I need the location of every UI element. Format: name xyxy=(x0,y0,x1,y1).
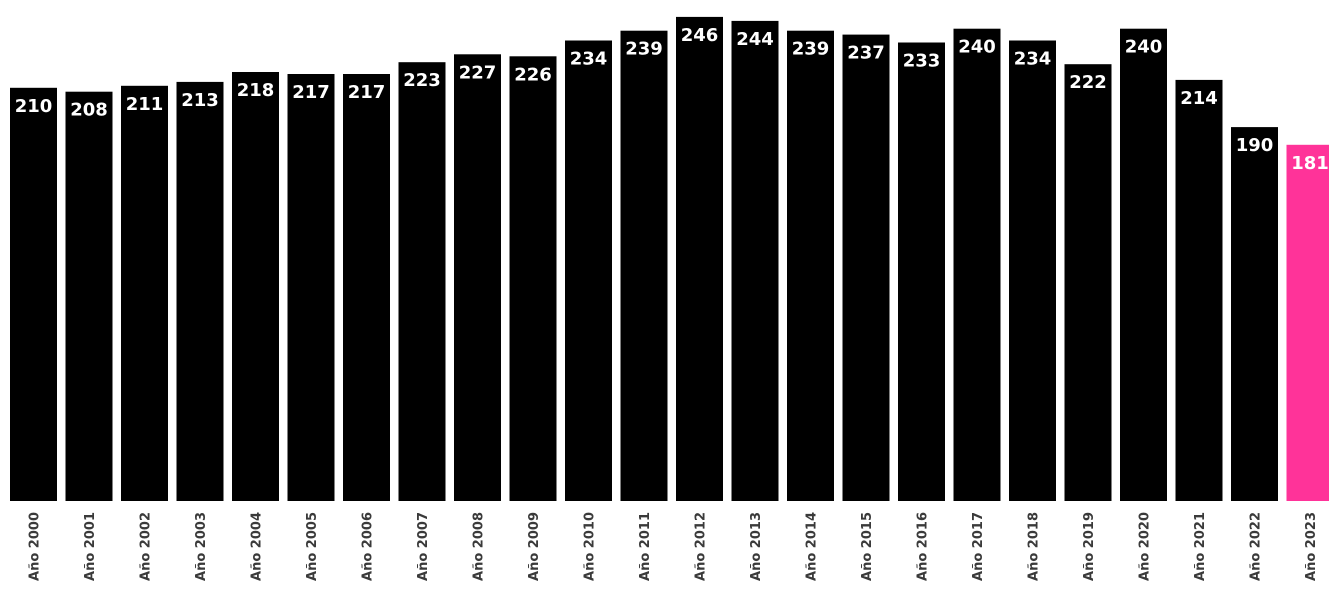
value-label: 233 xyxy=(903,51,941,72)
value-label: 211 xyxy=(126,94,164,115)
x-tick-label: Año 2013 xyxy=(749,512,764,581)
value-label: 210 xyxy=(15,96,53,117)
bar-año-2018 xyxy=(1009,40,1056,501)
value-label: 214 xyxy=(1180,88,1218,109)
bar-año-2020 xyxy=(1120,28,1167,501)
x-tick-label: Año 2020 xyxy=(1138,512,1153,581)
bar-año-2019 xyxy=(1064,64,1112,501)
x-tick-label: Año 2001 xyxy=(83,512,98,581)
value-label: 227 xyxy=(459,62,497,83)
value-label: 181 xyxy=(1291,153,1329,174)
x-tick-label: Año 2010 xyxy=(583,512,598,581)
bar-año-2008 xyxy=(454,54,501,502)
x-tick-label: Año 2016 xyxy=(916,512,931,581)
value-label: 239 xyxy=(792,39,830,60)
bar-año-2002 xyxy=(121,85,168,502)
x-tick-label: Año 2000 xyxy=(28,512,43,581)
value-label: 240 xyxy=(958,37,996,58)
value-label: 218 xyxy=(237,80,275,101)
x-tick-label: Año 2006 xyxy=(361,512,376,581)
value-label: 213 xyxy=(181,90,219,111)
x-tick-label: Año 2004 xyxy=(250,512,265,581)
value-label: 240 xyxy=(1125,37,1163,58)
x-tick-label: Año 2007 xyxy=(416,512,431,581)
value-label: 244 xyxy=(736,29,774,50)
bar-año-2006 xyxy=(343,74,390,501)
x-tick-label: Año 2002 xyxy=(139,512,154,581)
bar-año-2022 xyxy=(1231,127,1278,501)
x-tick-label: Año 2017 xyxy=(971,512,986,581)
bar-año-2023 xyxy=(1286,144,1329,502)
bar-año-2017 xyxy=(953,28,1001,501)
x-tick-label: Año 2015 xyxy=(860,512,875,581)
bar-año-2021 xyxy=(1175,79,1223,502)
x-tick-label: Año 2005 xyxy=(305,512,320,581)
value-label: 226 xyxy=(514,64,552,85)
bar-año-2005 xyxy=(287,74,335,501)
value-label: 246 xyxy=(681,25,719,46)
bar-año-2001 xyxy=(65,91,113,501)
x-tick-label: Año 2022 xyxy=(1249,512,1264,581)
value-label: 234 xyxy=(1014,49,1052,70)
bar-año-2007 xyxy=(398,62,446,501)
x-tick-label: Año 2009 xyxy=(527,512,542,581)
value-label: 234 xyxy=(570,49,608,70)
x-tick-label: Año 2018 xyxy=(1027,512,1042,581)
value-label: 223 xyxy=(403,70,441,91)
value-label: 190 xyxy=(1236,135,1274,156)
x-tick-labels-group: Año 2000 Año 2001 Año 2002 Año 2003 Año 2004… xyxy=(28,512,1320,581)
bar-año-2004 xyxy=(232,72,279,501)
value-label: 208 xyxy=(70,100,108,121)
bar-año-2016 xyxy=(898,42,945,501)
x-tick-label: Año 2014 xyxy=(805,512,820,581)
bar-año-2011 xyxy=(620,30,668,501)
bar-año-2012 xyxy=(676,16,723,502)
x-tick-label: Año 2012 xyxy=(694,512,709,581)
x-tick-label: Año 2003 xyxy=(194,512,209,581)
value-label: 237 xyxy=(847,43,885,64)
value-label: 239 xyxy=(625,39,663,60)
bar-año-2010 xyxy=(565,40,612,501)
value-label: 217 xyxy=(292,82,330,103)
bars-group xyxy=(10,16,1329,502)
value-label: 222 xyxy=(1069,72,1107,93)
bar-año-2014 xyxy=(787,30,834,501)
x-tick-label: Año 2021 xyxy=(1193,512,1208,581)
x-tick-label: Año 2019 xyxy=(1082,512,1097,581)
x-tick-label: Año 2023 xyxy=(1304,512,1319,581)
bar-año-2009 xyxy=(509,56,557,502)
value-labels-group: 210 208 211 213 218 217 217 223 227 226 234 239 246 2… xyxy=(15,25,1329,174)
bar-año-2003 xyxy=(176,81,224,502)
value-label: 217 xyxy=(348,82,386,103)
x-tick-label: Año 2011 xyxy=(638,512,653,581)
bar-año-2013 xyxy=(731,20,779,502)
bar-año-2015 xyxy=(842,34,890,501)
bar-año-2000 xyxy=(10,87,57,502)
x-tick-label: Año 2008 xyxy=(472,512,487,581)
